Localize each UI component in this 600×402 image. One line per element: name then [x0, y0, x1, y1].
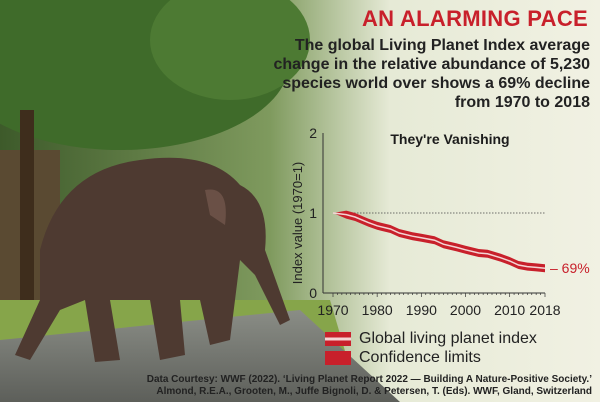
x-tick-label: 2010	[494, 302, 525, 318]
legend-label: Global living planet index	[359, 330, 537, 347]
subtitle: The global Living Planet Index average c…	[273, 37, 590, 111]
x-tick-label: 2000	[450, 302, 481, 318]
decline-annotation: – 69%	[550, 260, 590, 276]
y-tick-label: 2	[309, 125, 317, 141]
legend-item-confidence: Confidence limits	[325, 349, 481, 367]
data-credit: Data Courtesy: WWF (2022). ‘Living Plane…	[147, 374, 592, 398]
credit-line: Data Courtesy: WWF (2022). ‘Living Plane…	[146, 374, 592, 385]
chart-title: They're Vanishing	[390, 131, 509, 147]
x-tick-label: 1980	[362, 302, 393, 318]
index-line	[332, 212, 546, 269]
headline: AN ALARMING PACE	[361, 6, 588, 31]
y-tick-label: 0	[309, 285, 317, 301]
x-tick-label: 1990	[406, 302, 437, 318]
lpi-chart: They're Vanishing Index value (1970=1) 0 1 2…	[290, 125, 590, 318]
y-tick-label: 1	[309, 205, 317, 221]
x-tick-label: 2018	[529, 302, 560, 318]
credit-line: Almond, R.E.A., Grooten, M., Juffe Bigno…	[156, 386, 592, 397]
legend-label: Confidence limits	[359, 349, 481, 366]
y-axis-label: Index value (1970=1)	[290, 162, 305, 285]
legend-item-index: Global living planet index	[325, 330, 537, 348]
legend-swatch-index	[325, 332, 351, 346]
legend-swatch-confidence	[325, 351, 351, 365]
x-tick-label: 1970	[317, 302, 348, 318]
